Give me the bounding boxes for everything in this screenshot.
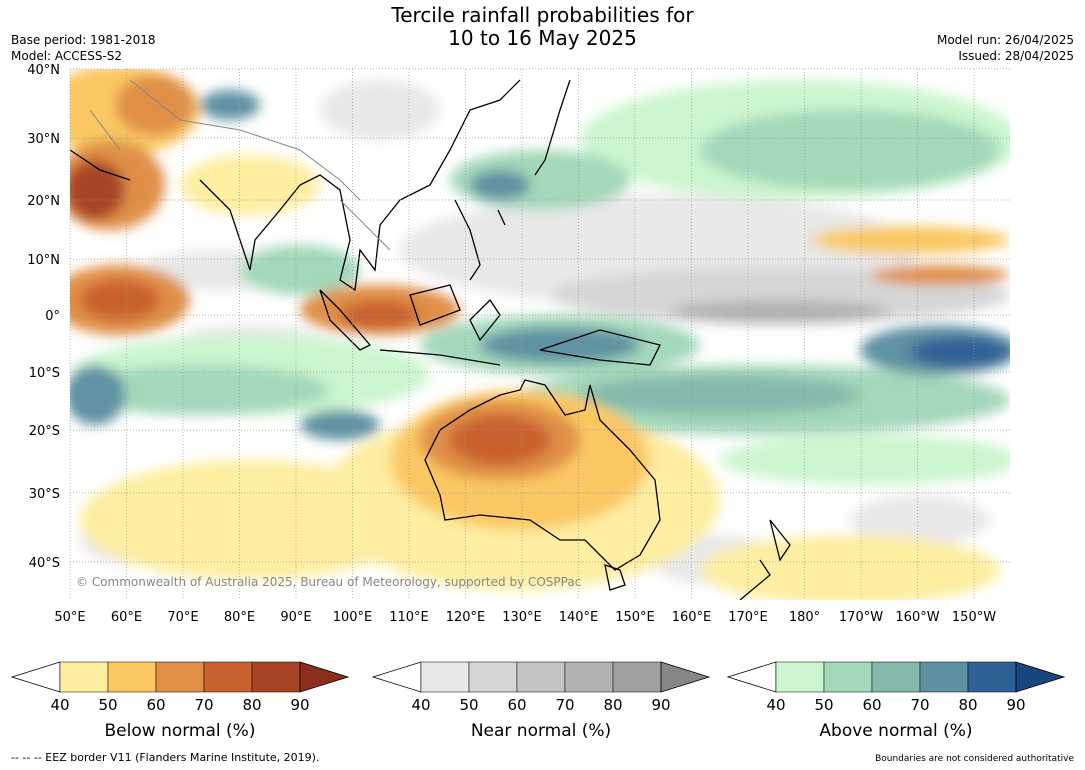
lat-label: 20°S — [29, 424, 60, 439]
legend-swatch — [871, 661, 921, 693]
legend-upper-extension — [299, 661, 350, 693]
model-run-label: Model run: 26/04/2025 — [936, 33, 1074, 47]
lon-label: 100°E — [333, 610, 373, 625]
legend-swatch — [564, 661, 614, 693]
lon-label: 50°E — [54, 610, 85, 625]
legend-tick-label: 90 — [290, 696, 309, 714]
legend-swatch — [251, 661, 301, 693]
legend-upper-extension — [1015, 661, 1066, 693]
legend-title: Near normal (%) — [471, 721, 611, 741]
legend-swatch — [468, 661, 518, 693]
lat-label: 10°S — [29, 366, 60, 381]
disclaimer-footnote: Boundaries are not considered authoritat… — [875, 754, 1074, 764]
legend-tick-label: 70 — [910, 696, 929, 714]
lon-label: 70°E — [167, 610, 198, 625]
meta-right: Model run: 26/04/2025 Issued: 28/04/2025 — [937, 32, 1074, 64]
legend-swatch — [612, 661, 662, 693]
title-line-2: 10 to 16 May 2025 — [448, 26, 637, 50]
lon-label: 140°E — [559, 610, 599, 625]
legend-tick-label: 40 — [411, 696, 430, 714]
legend-swatch — [967, 661, 1017, 693]
legend-swatch — [516, 661, 566, 693]
lat-label: 10°N — [27, 253, 60, 268]
legend-tick-label: 80 — [603, 696, 622, 714]
legend-swatch — [420, 661, 470, 693]
lat-label: 30°S — [29, 487, 60, 502]
graticule — [69, 68, 1010, 600]
lat-label: 20°N — [27, 194, 60, 209]
legend-tick-label: 40 — [50, 696, 69, 714]
legend-tick-label: 40 — [766, 696, 785, 714]
legend-colorbars: 40 50 60 70 80 90 Below normal (%) 40 50 60 70 80 90… — [10, 661, 1066, 741]
legend-swatch — [775, 661, 825, 693]
legend-tick-label: 60 — [507, 696, 526, 714]
country-borders — [89, 79, 391, 251]
legend-tick-label: 60 — [862, 696, 881, 714]
lon-label: 110°E — [389, 610, 429, 625]
lat-label: 0° — [45, 309, 60, 324]
longitude-labels: 50°E 60°E 70°E 80°E 90°E 100°E 110°E 120°E 130°E… — [54, 610, 996, 625]
map-title: Tercile rainfall probabilities for 10 to… — [0, 4, 1085, 50]
lon-label: 180° — [789, 610, 820, 625]
legend-colorbar: 40 50 60 70 80 90 Below normal (%) — [10, 661, 350, 741]
legend-tick-label: 90 — [651, 696, 670, 714]
legend-tick-label: 50 — [98, 696, 117, 714]
legend-lower-extension — [726, 661, 777, 693]
coastlines — [70, 79, 791, 600]
lon-label: 80°E — [224, 610, 255, 625]
copyright-text: © Commonwealth of Australia 2025, Bureau… — [76, 575, 581, 589]
legend-tick-label: 50 — [459, 696, 478, 714]
lon-label: 130°E — [502, 610, 542, 625]
title-line-1: Tercile rainfall probabilities for — [391, 3, 694, 27]
lon-label: 160°E — [672, 610, 712, 625]
legend-title: Below normal (%) — [105, 721, 256, 741]
latitude-labels: 40°N 30°N 20°N 10°N 0° 10°S 20°S 30°S 40°S — [27, 63, 60, 571]
legend-tick-label: 90 — [1006, 696, 1025, 714]
legend-swatch — [823, 661, 873, 693]
legend-colorbar: 40 50 60 70 80 90 Near normal (%) — [371, 661, 711, 741]
lon-label: 120°E — [446, 610, 486, 625]
lon-label: 90°E — [280, 610, 311, 625]
legend-tick-label: 80 — [958, 696, 977, 714]
legend-tick-label: 70 — [194, 696, 213, 714]
lon-label: 60°E — [111, 610, 142, 625]
map-field — [70, 69, 1010, 600]
legend-swatch — [203, 661, 253, 693]
lon-label: 170°W — [839, 610, 883, 625]
legend-swatch — [155, 661, 205, 693]
lat-label: 40°N — [27, 63, 60, 78]
legend-tick-label: 70 — [555, 696, 574, 714]
lon-label: 150°E — [615, 610, 655, 625]
base-period-label: Base period: 1981-2018 — [11, 33, 156, 47]
meta-left: Base period: 1981-2018 Model: ACCESS-S2 — [11, 32, 156, 64]
eez-footnote: -- -- -- EEZ border V11 (Flanders Marine… — [11, 751, 320, 764]
lon-label: 170°E — [728, 610, 768, 625]
legend-lower-extension — [371, 661, 422, 693]
legend-swatch — [59, 661, 109, 693]
legend-tick-label: 80 — [242, 696, 261, 714]
legend-swatch — [107, 661, 157, 693]
legend-swatch — [919, 661, 969, 693]
legend-title: Above normal (%) — [819, 721, 972, 741]
lat-label: 40°S — [29, 556, 60, 571]
legend-upper-extension — [660, 661, 711, 693]
lat-label: 30°N — [27, 132, 60, 147]
lon-label: 150°W — [952, 610, 996, 625]
legend-colorbar: 40 50 60 70 80 90 Above normal (%) — [726, 661, 1066, 741]
issued-label: Issued: 28/04/2025 — [958, 49, 1074, 63]
lon-label: 160°W — [895, 610, 939, 625]
legend-lower-extension — [10, 661, 61, 693]
model-label: Model: ACCESS-S2 — [11, 49, 123, 63]
legend-tick-label: 60 — [146, 696, 165, 714]
legend-tick-label: 50 — [814, 696, 833, 714]
